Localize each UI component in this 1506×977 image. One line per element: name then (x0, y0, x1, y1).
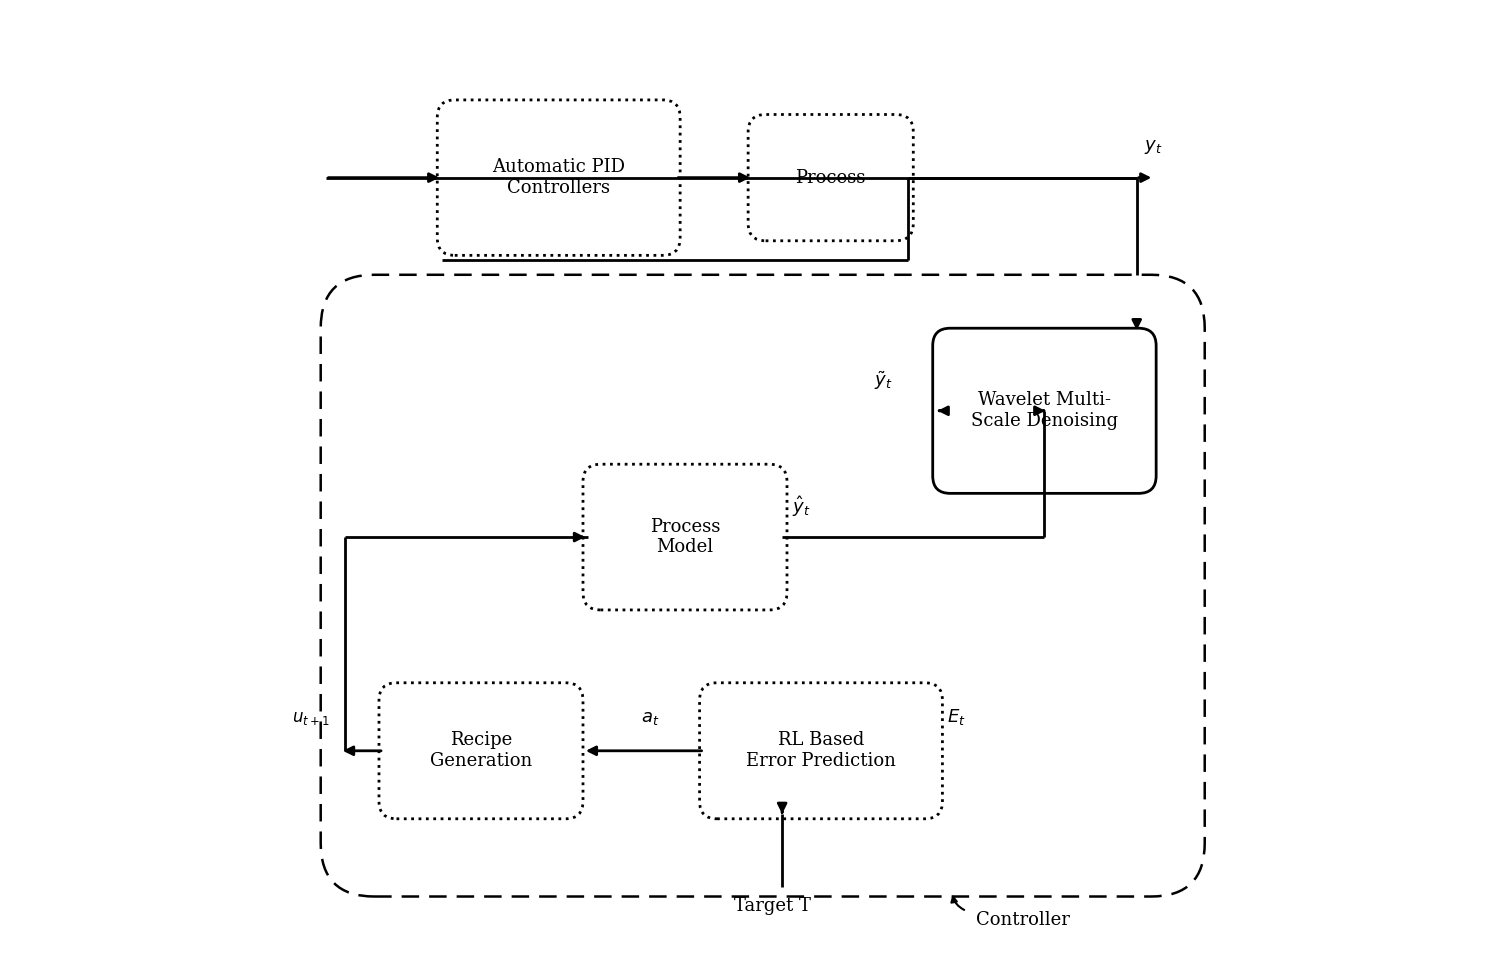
Text: Process: Process (795, 169, 866, 187)
Text: $E_t$: $E_t$ (947, 706, 965, 727)
Text: Process
Model: Process Model (649, 518, 720, 557)
FancyBboxPatch shape (380, 683, 583, 819)
Text: $u_{t+1}$: $u_{t+1}$ (292, 709, 330, 727)
FancyBboxPatch shape (700, 683, 943, 819)
Text: Automatic PID
Controllers: Automatic PID Controllers (492, 158, 625, 197)
Text: Wavelet Multi-
Scale Denoising: Wavelet Multi- Scale Denoising (971, 392, 1117, 430)
Text: $y_t$: $y_t$ (1145, 139, 1163, 156)
Text: $\hat{y}_t$: $\hat{y}_t$ (792, 494, 810, 519)
FancyBboxPatch shape (437, 100, 681, 255)
Text: Controller: Controller (976, 912, 1071, 929)
FancyBboxPatch shape (583, 464, 788, 610)
Text: Target T: Target T (733, 897, 810, 915)
FancyBboxPatch shape (748, 114, 913, 240)
Text: RL Based
Error Prediction: RL Based Error Prediction (745, 732, 896, 770)
Text: Recipe
Generation: Recipe Generation (429, 732, 532, 770)
Text: $\tilde{y}_t$: $\tilde{y}_t$ (875, 370, 893, 393)
FancyBboxPatch shape (932, 328, 1157, 493)
FancyBboxPatch shape (321, 275, 1205, 897)
Text: $a_t$: $a_t$ (642, 708, 660, 727)
